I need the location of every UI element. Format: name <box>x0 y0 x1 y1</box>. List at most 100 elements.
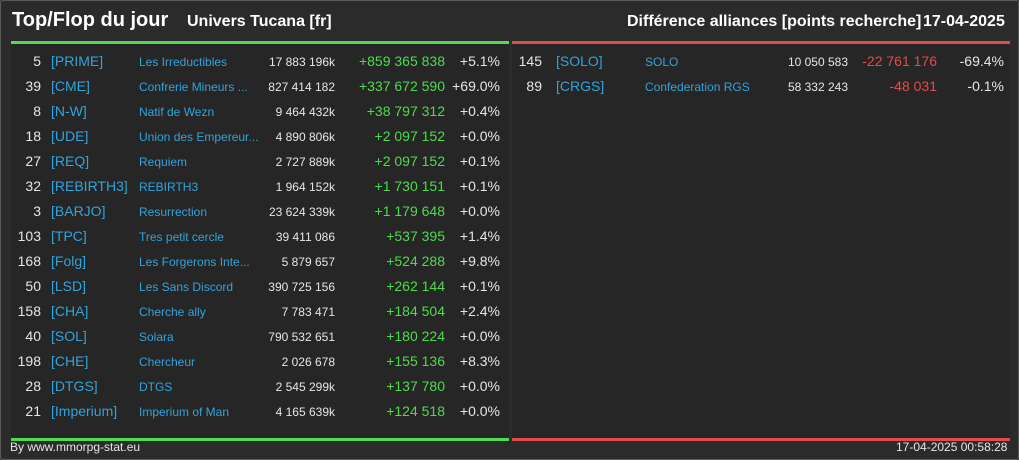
points-delta: +137 780 <box>386 378 445 394</box>
alliance-rank: 39 <box>25 78 41 94</box>
percent-change: +0.0% <box>459 203 500 219</box>
alliance-rank: 18 <box>25 128 41 144</box>
alliance-name-link[interactable]: Imperium of Man <box>139 405 230 419</box>
header: Top/Flop du jour Univers Tucana [fr] Dif… <box>1 1 1018 41</box>
alliance-points: 7 783 471 <box>281 305 335 319</box>
alliance-points: 4 165 639k <box>275 405 335 419</box>
alliance-tag-link[interactable]: [REBIRTH3] <box>51 178 128 194</box>
page-title: Top/Flop du jour <box>12 9 169 31</box>
top-row: 5 [PRIME] Les Irreductibles 17 883 196k +859… <box>11 50 509 75</box>
alliance-rank: 5 <box>33 53 41 69</box>
alliance-rank: 103 <box>17 228 41 244</box>
alliance-tag-link[interactable]: [DTGS] <box>51 378 98 394</box>
alliance-tag-link[interactable]: [BARJO] <box>51 203 106 219</box>
alliance-rank: 50 <box>25 278 41 294</box>
percent-change: +9.8% <box>459 253 500 269</box>
alliance-tag-link[interactable]: [SOL] <box>51 328 87 344</box>
percent-change: +2.4% <box>459 303 500 319</box>
alliance-rank: 145 <box>518 53 542 69</box>
alliance-rank: 32 <box>25 178 41 194</box>
alliance-tag-link[interactable]: [Imperium] <box>51 403 118 419</box>
percent-change: +1.4% <box>459 228 500 244</box>
alliance-tag-link[interactable]: [REQ] <box>51 153 90 169</box>
flop-row: 145 [SOLO] SOLO 10 050 583 -22 761 176 -69.4% <box>512 50 1010 75</box>
alliance-tag-link[interactable]: [PRIME] <box>51 53 104 69</box>
alliance-name-link[interactable]: Les Irreductibles <box>139 55 228 69</box>
alliance-points: 23 624 339k <box>268 205 335 219</box>
alliance-tag-link[interactable]: [TPC] <box>51 228 87 244</box>
alliance-rank: 21 <box>25 403 41 419</box>
points-delta: +2 097 152 <box>374 153 445 169</box>
alliance-name-link[interactable]: Natif de Wezn <box>139 105 215 119</box>
percent-change: +5.1% <box>459 53 500 69</box>
flop-panel: 145 [SOLO] SOLO 10 050 583 -22 761 176 -69.4%… <box>512 41 1010 441</box>
alliance-rank: 40 <box>25 328 41 344</box>
alliance-points: 39 411 086 <box>275 230 335 244</box>
top-row: 27 [REQ] Requiem 2 727 889k +2 097 152 +0.1% <box>11 150 509 175</box>
percent-change: +8.3% <box>459 353 500 369</box>
top-row: 50 [LSD] Les Sans Discord 390 725 156 +262 1… <box>11 275 509 300</box>
alliance-tag-link[interactable]: [CRGS] <box>556 78 605 94</box>
alliance-name-link[interactable]: Requiem <box>139 155 188 169</box>
top-row: 103 [TPC] Tres petit cercle 39 411 086 +537 … <box>11 225 509 250</box>
percent-change: +0.0% <box>459 378 500 394</box>
points-delta: +38 797 312 <box>366 103 445 119</box>
alliance-tag-link[interactable]: [SOLO] <box>556 53 603 69</box>
points-delta: +537 395 <box>386 228 445 244</box>
percent-change: +0.4% <box>459 103 500 119</box>
alliance-points: 4 890 806k <box>275 130 335 144</box>
points-delta: +337 672 590 <box>358 78 445 94</box>
alliance-name-link[interactable]: Resurrection <box>139 205 208 219</box>
alliance-rank: 168 <box>17 253 41 269</box>
alliance-points: 2 727 889k <box>275 155 335 169</box>
alliance-tag-link[interactable]: [UDE] <box>51 128 89 144</box>
top-row: 18 [UDE] Union des Empereur... 4 890 806k +2… <box>11 125 509 150</box>
alliance-tag-link[interactable]: [LSD] <box>51 278 87 294</box>
percent-change: +0.1% <box>459 178 500 194</box>
alliance-name-link[interactable]: Union des Empereur... <box>139 130 259 144</box>
percent-change: +0.1% <box>459 153 500 169</box>
alliance-tag-link[interactable]: [CME] <box>51 78 90 94</box>
alliance-name-link[interactable]: REBIRTH3 <box>139 180 199 194</box>
percent-change: -0.1% <box>967 78 1004 94</box>
alliance-name-link[interactable]: Les Sans Discord <box>139 280 234 294</box>
top-row: 39 [CME] Confrerie Mineurs ... 827 414 182 +… <box>11 75 509 100</box>
percent-change: +0.0% <box>459 403 500 419</box>
alliance-points: 790 532 651 <box>268 330 335 344</box>
alliance-name-link[interactable]: Les Forgerons Inte... <box>139 255 250 269</box>
points-delta: +2 097 152 <box>374 128 445 144</box>
alliance-rank: 3 <box>33 203 41 219</box>
alliance-rank: 158 <box>17 303 41 319</box>
alliance-name-link[interactable]: Tres petit cercle <box>139 230 224 244</box>
top-panel: 5 [PRIME] Les Irreductibles 17 883 196k +859… <box>11 41 509 441</box>
alliance-rank: 8 <box>33 103 41 119</box>
ranking-date: 17-04-2025 <box>923 13 1005 30</box>
alliance-points: 5 879 657 <box>281 255 335 269</box>
alliance-name-link[interactable]: Confederation RGS <box>645 80 750 94</box>
points-delta: +262 144 <box>386 278 445 294</box>
alliance-points: 58 332 243 <box>787 80 848 94</box>
alliance-rank: 198 <box>17 353 41 369</box>
points-delta: -48 031 <box>889 78 937 94</box>
percent-change: +0.0% <box>459 128 500 144</box>
alliance-tag-link[interactable]: [N-W] <box>51 103 87 119</box>
alliance-name-link[interactable]: DTGS <box>139 380 173 394</box>
alliance-points: 9 464 432k <box>275 105 335 119</box>
alliance-tag-link[interactable]: [CHA] <box>51 303 89 319</box>
top-row: 28 [DTGS] DTGS 2 545 299k +137 780 +0.0% <box>11 375 509 400</box>
top-row: 3 [BARJO] Resurrection 23 624 339k +1 179 64… <box>11 200 509 225</box>
alliance-tag-link[interactable]: [Folg] <box>51 253 87 269</box>
alliance-name-link[interactable]: Confrerie Mineurs ... <box>139 80 248 94</box>
alliance-name-link[interactable]: Solara <box>139 330 174 344</box>
source-credit: By www.mmorpg-stat.eu <box>10 440 141 454</box>
points-delta: +184 504 <box>386 303 445 319</box>
top-row: 168 [Folg] Les Forgerons Inte... 5 879 657 +… <box>11 250 509 275</box>
points-delta: -22 761 176 <box>862 53 937 69</box>
alliance-name-link[interactable]: Chercheur <box>139 355 196 369</box>
percent-change: +69.0% <box>452 78 500 94</box>
alliance-points: 10 050 583 <box>787 55 848 69</box>
points-delta: +155 136 <box>386 353 445 369</box>
alliance-name-link[interactable]: Cherche ally <box>139 305 206 319</box>
alliance-tag-link[interactable]: [CHE] <box>51 353 89 369</box>
alliance-name-link[interactable]: SOLO <box>645 55 679 69</box>
